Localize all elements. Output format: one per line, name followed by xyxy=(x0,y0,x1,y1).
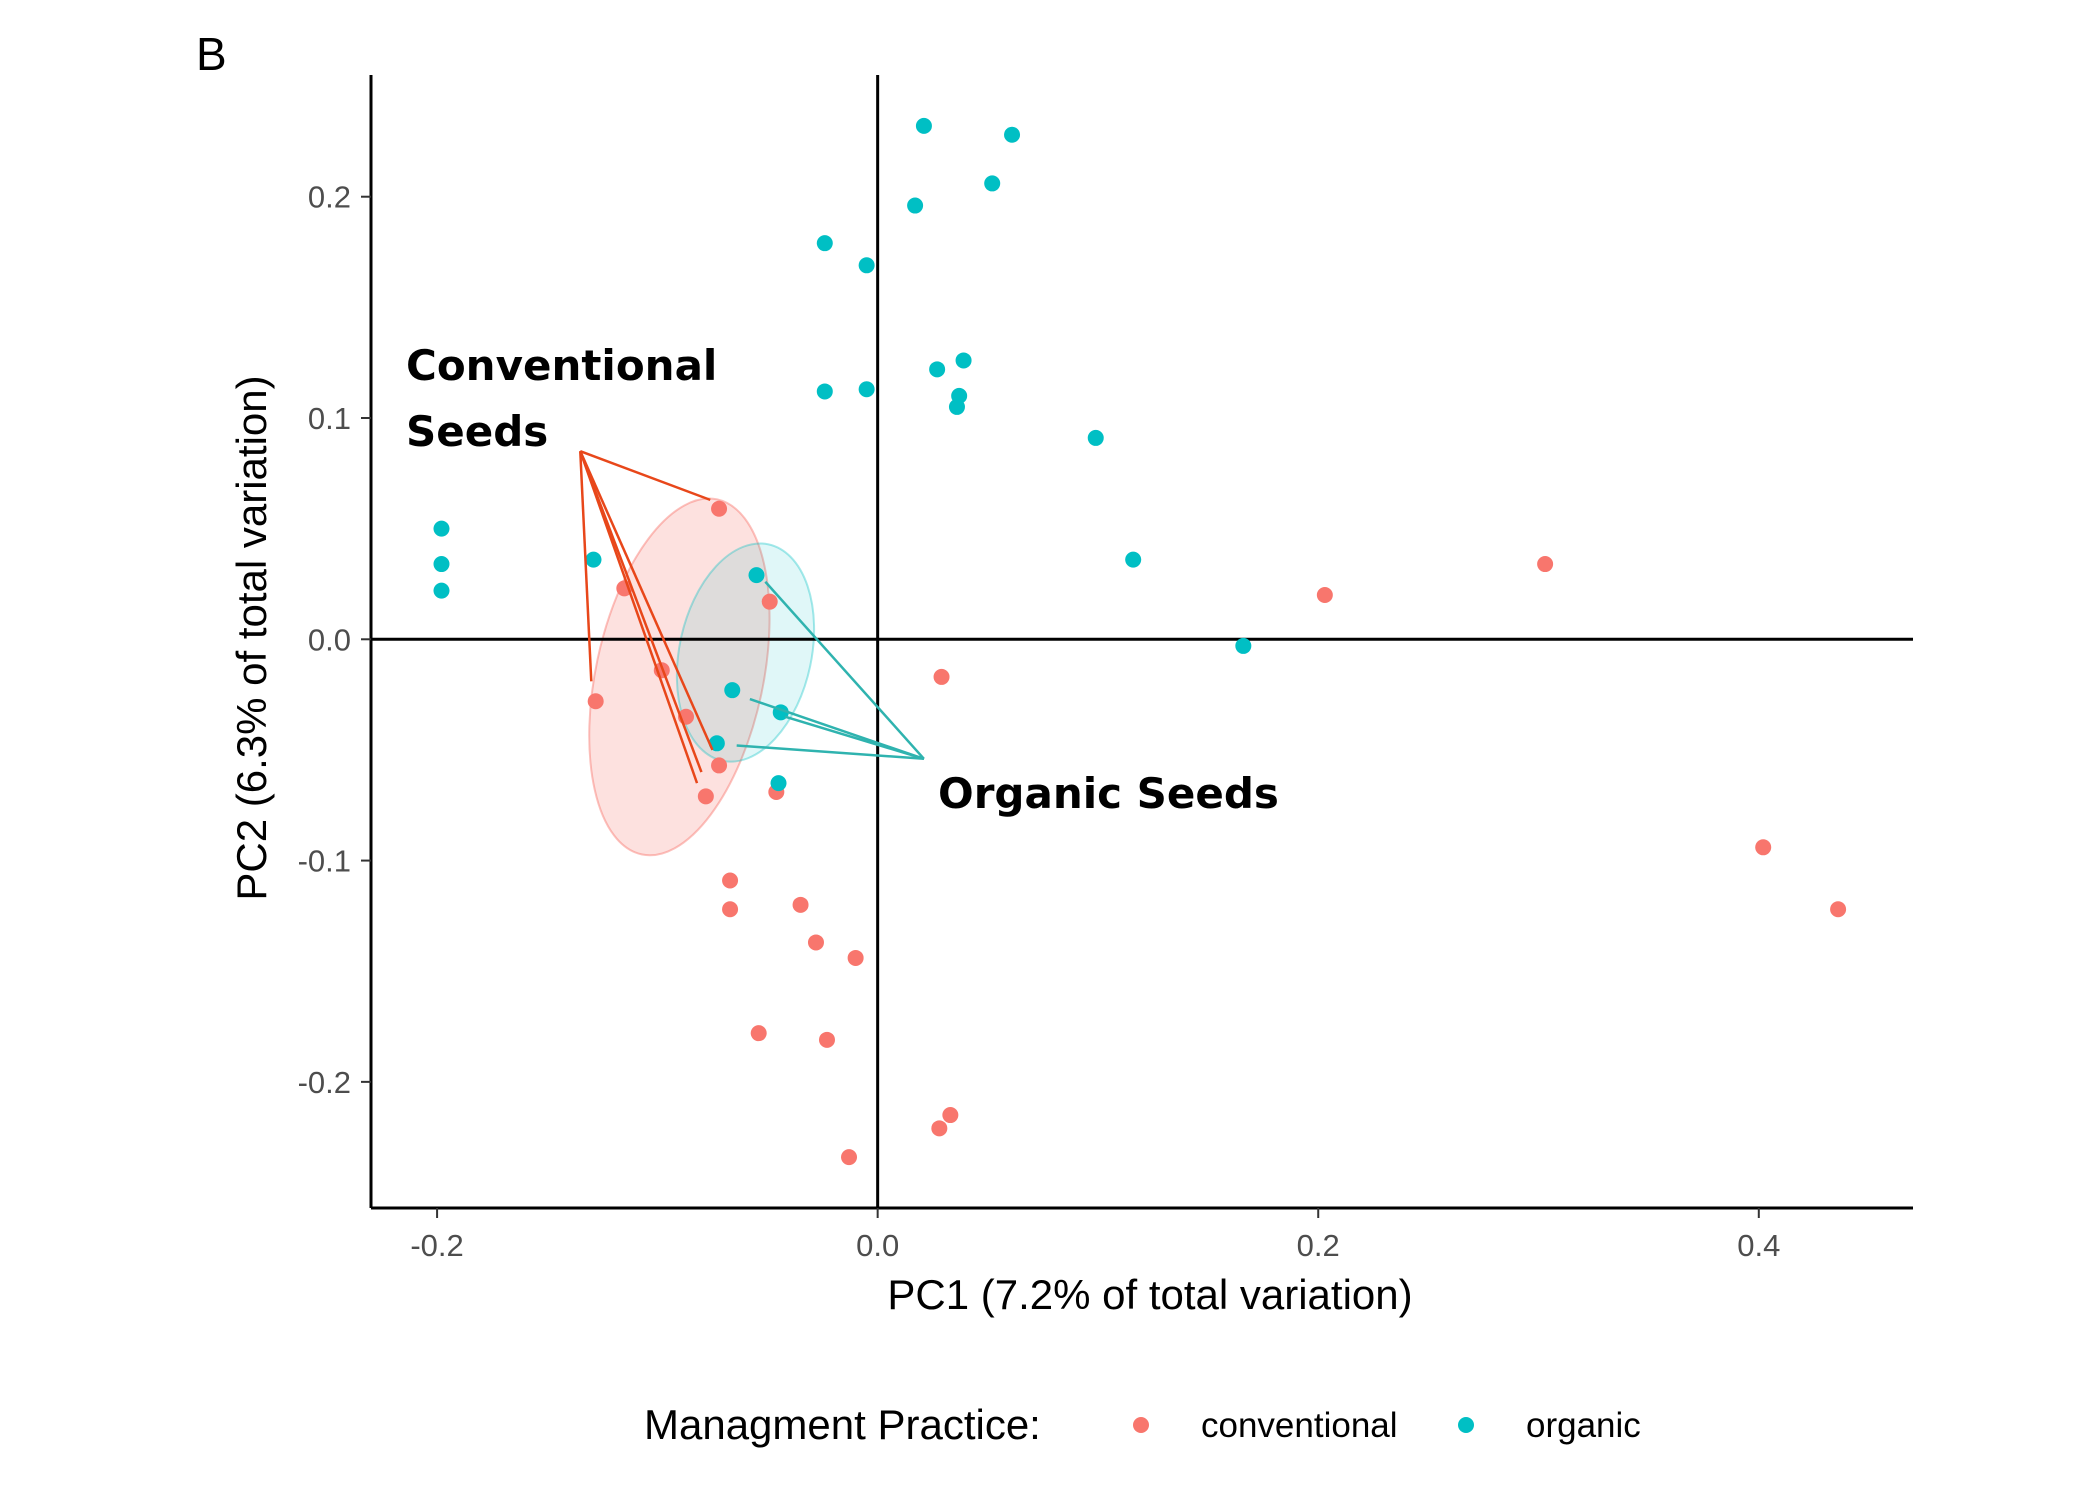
x-tick-label: 0.4 xyxy=(1737,1228,1780,1263)
point-organic xyxy=(770,775,787,792)
point-conventional xyxy=(697,788,714,805)
point-organic xyxy=(1235,637,1252,654)
point-organic xyxy=(915,117,932,134)
point-organic xyxy=(929,361,946,378)
point-organic xyxy=(816,383,833,400)
y-tick-label: -0.1 xyxy=(298,844,351,879)
point-organic xyxy=(1087,429,1104,446)
point-conventional xyxy=(807,934,824,951)
point-organic xyxy=(948,398,965,415)
point-conventional xyxy=(711,500,728,517)
reference-lines xyxy=(371,75,1913,1208)
point-conventional xyxy=(722,872,739,889)
x-tick-label: -0.2 xyxy=(410,1228,463,1263)
point-organic xyxy=(433,556,450,573)
x-tick-label: 0.0 xyxy=(856,1228,899,1263)
point-organic xyxy=(1125,551,1142,568)
point-organic xyxy=(984,175,1001,192)
point-conventional xyxy=(587,693,604,710)
point-organic xyxy=(433,520,450,537)
y-axis-title: PC2 (6.3% of total variation) xyxy=(228,375,275,900)
confidence-ellipses xyxy=(588,497,816,857)
annotations: Conventional Seeds Organic Seeds xyxy=(406,341,1279,818)
y-axis-ticks: 0.2 0.1 0.0 -0.1 -0.2 xyxy=(298,180,371,1100)
point-conventional xyxy=(1316,587,1333,604)
point-organic xyxy=(858,381,875,398)
point-conventional xyxy=(1537,556,1554,573)
y-tick-label: 0.2 xyxy=(308,180,351,215)
point-conventional xyxy=(1755,839,1772,856)
y-tick-label: 0.0 xyxy=(308,622,351,657)
point-organic xyxy=(433,582,450,599)
point-organic xyxy=(907,197,924,214)
legend-label-organic: organic xyxy=(1526,1406,1641,1445)
point-organic xyxy=(748,567,765,584)
data-points xyxy=(433,117,1847,1166)
point-conventional xyxy=(931,1120,948,1137)
point-conventional xyxy=(792,896,809,913)
point-organic xyxy=(724,682,741,699)
point-conventional xyxy=(761,593,778,610)
annotation-leader-conventional xyxy=(579,450,711,502)
point-conventional xyxy=(722,901,739,918)
point-conventional xyxy=(750,1025,767,1042)
point-conventional xyxy=(1830,901,1847,918)
point-conventional xyxy=(847,949,864,966)
y-tick-label: 0.1 xyxy=(308,401,351,436)
annotation-leader-organic xyxy=(736,744,925,761)
annotation-leader-conventional xyxy=(579,450,699,784)
x-axis-ticks: -0.2 0.0 0.2 0.4 xyxy=(410,1208,1780,1263)
annotation-label-conventional: Seeds xyxy=(406,407,548,456)
axes xyxy=(369,75,1913,1210)
legend-key-organic xyxy=(1458,1417,1474,1433)
annotation-leader-organic xyxy=(784,715,925,760)
point-organic xyxy=(585,551,602,568)
point-conventional xyxy=(933,668,950,685)
legend-label-conventional: conventional xyxy=(1201,1406,1398,1445)
point-organic xyxy=(816,235,833,252)
annotation-leader-organic xyxy=(764,580,925,760)
point-organic xyxy=(708,735,725,752)
x-axis-title: PC1 (7.2% of total variation) xyxy=(887,1271,1412,1318)
annotation-label-organic: Organic Seeds xyxy=(938,769,1279,818)
legend: Managment Practice: conventional organic xyxy=(644,1401,1641,1448)
point-conventional xyxy=(818,1031,835,1048)
annotation-leader-conventional xyxy=(579,450,703,773)
y-tick-label: -0.2 xyxy=(298,1065,351,1100)
point-organic xyxy=(955,352,972,369)
point-conventional xyxy=(711,757,728,774)
legend-key-conventional xyxy=(1133,1417,1149,1433)
point-organic xyxy=(1004,126,1021,143)
annotation-leader-conventional xyxy=(579,451,593,682)
legend-title: Managment Practice: xyxy=(644,1401,1041,1448)
point-conventional xyxy=(841,1149,858,1166)
point-conventional xyxy=(942,1107,959,1124)
x-tick-label: 0.2 xyxy=(1297,1228,1340,1263)
annotation-label-conventional: Conventional xyxy=(406,341,717,390)
point-organic xyxy=(858,257,875,274)
annotation-leader-conventional xyxy=(579,450,714,751)
panel-label: B xyxy=(196,28,227,80)
